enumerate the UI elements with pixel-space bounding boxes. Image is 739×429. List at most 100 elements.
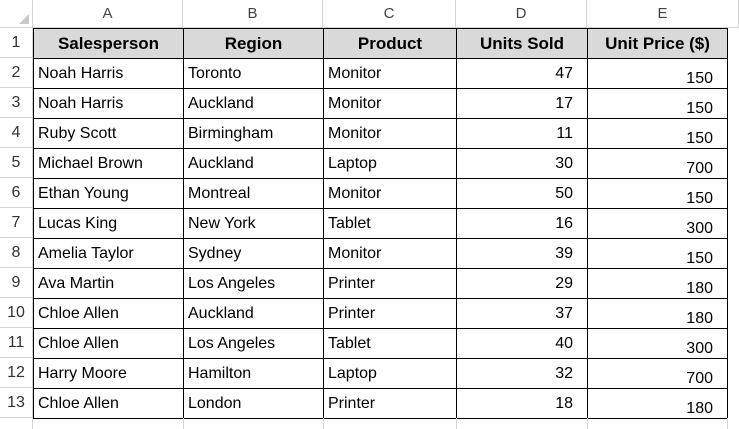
region-cell[interactable]: Hamilton [183, 358, 324, 389]
region-cell[interactable]: Sydney [183, 238, 324, 269]
region-cell[interactable]: Toronto [183, 58, 324, 89]
salesperson-cell[interactable]: Chloe Allen [33, 298, 184, 329]
units-sold-cell[interactable]: 30 [456, 148, 588, 179]
product-cell[interactable]: Printer [323, 388, 457, 419]
table-row: Chloe Allen Auckland Printer 37 180 [33, 298, 728, 329]
product-cell[interactable]: Tablet [323, 328, 457, 359]
units-sold-cell[interactable]: 32 [456, 358, 588, 389]
product-cell[interactable]: Printer [323, 298, 457, 329]
product-cell[interactable]: Monitor [323, 88, 457, 119]
region-cell[interactable]: Auckland [183, 88, 324, 119]
row-header[interactable]: 8 [0, 238, 33, 268]
select-all-button[interactable] [0, 0, 33, 28]
row-header[interactable]: 1 [0, 28, 33, 58]
units-sold-cell[interactable]: 17 [456, 88, 588, 119]
table-row: Amelia Taylor Sydney Monitor 39 150 [33, 238, 728, 269]
units-sold-cell[interactable]: 18 [456, 388, 588, 419]
row-header[interactable]: 13 [0, 388, 33, 418]
column-header-c[interactable]: C [323, 0, 456, 28]
region-cell[interactable]: Los Angeles [183, 328, 324, 359]
row-header[interactable]: 9 [0, 268, 33, 298]
region-cell[interactable]: New York [183, 208, 324, 239]
units-sold-cell[interactable]: 37 [456, 298, 588, 329]
units-sold-cell[interactable]: 16 [456, 208, 588, 239]
product-cell[interactable]: Monitor [323, 58, 457, 89]
unit-price-cell[interactable]: 150 [587, 178, 728, 209]
header-cell-units-sold[interactable]: Units Sold [456, 28, 588, 59]
table-row: Ava Martin Los Angeles Printer 29 180 [33, 268, 728, 299]
product-cell[interactable]: Printer [323, 268, 457, 299]
row-header[interactable]: 3 [0, 88, 33, 118]
unit-price-cell[interactable]: 150 [587, 88, 728, 119]
product-cell[interactable]: Monitor [323, 118, 457, 149]
table-row: Ruby Scott Birmingham Monitor 11 150 [33, 118, 728, 149]
units-sold-cell[interactable]: 40 [456, 328, 588, 359]
region-cell[interactable]: Birmingham [183, 118, 324, 149]
units-sold-cell[interactable]: 11 [456, 118, 588, 149]
column-header-a[interactable]: A [33, 0, 183, 28]
column-header-e[interactable]: E [587, 0, 739, 28]
product-cell[interactable]: Laptop [323, 148, 457, 179]
salesperson-cell[interactable]: Harry Moore [33, 358, 184, 389]
unit-price-cell[interactable]: 180 [587, 268, 728, 299]
gridline [727, 418, 728, 429]
units-sold-cell[interactable]: 29 [456, 268, 588, 299]
region-cell[interactable]: Auckland [183, 148, 324, 179]
row-header[interactable]: 7 [0, 208, 33, 238]
region-cell[interactable]: Montreal [183, 178, 324, 209]
product-cell[interactable]: Monitor [323, 178, 457, 209]
salesperson-cell[interactable]: Ava Martin [33, 268, 184, 299]
column-header-b[interactable]: B [183, 0, 323, 28]
unit-price-cell[interactable]: 700 [587, 358, 728, 389]
region-cell[interactable]: London [183, 388, 324, 419]
salesperson-cell[interactable]: Ruby Scott [33, 118, 184, 149]
row-header[interactable]: 11 [0, 328, 33, 358]
table-row: Noah Harris Auckland Monitor 17 150 [33, 88, 728, 119]
product-cell[interactable]: Laptop [323, 358, 457, 389]
empty-row-partial [0, 418, 739, 429]
row-header[interactable]: 5 [0, 148, 33, 178]
units-sold-cell[interactable]: 50 [456, 178, 588, 209]
unit-price-cell[interactable]: 180 [587, 388, 728, 419]
row-header-empty[interactable] [0, 418, 33, 429]
salesperson-cell[interactable]: Noah Harris [33, 88, 184, 119]
region-cell[interactable]: Auckland [183, 298, 324, 329]
salesperson-cell[interactable]: Amelia Taylor [33, 238, 184, 269]
header-cell-unit-price[interactable]: Unit Price ($) [587, 28, 728, 59]
unit-price-cell[interactable]: 180 [587, 298, 728, 329]
product-cell[interactable]: Monitor [323, 238, 457, 269]
table-row: Noah Harris Toronto Monitor 47 150 [33, 58, 728, 89]
row-header[interactable]: 10 [0, 298, 33, 328]
units-sold-cell[interactable]: 47 [456, 58, 588, 89]
salesperson-cell[interactable]: Lucas King [33, 208, 184, 239]
column-header-bar: A B C D E [0, 0, 739, 28]
row-header[interactable]: 12 [0, 358, 33, 388]
header-cell-region[interactable]: Region [183, 28, 324, 59]
salesperson-cell[interactable]: Michael Brown [33, 148, 184, 179]
unit-price-cell[interactable]: 700 [587, 148, 728, 179]
unit-price-cell[interactable]: 150 [587, 58, 728, 89]
header-cell-salesperson[interactable]: Salesperson [33, 28, 184, 59]
unit-price-cell[interactable]: 150 [587, 118, 728, 149]
unit-price-cell[interactable]: 150 [587, 238, 728, 269]
product-cell[interactable]: Tablet [323, 208, 457, 239]
unit-price-cell[interactable]: 300 [587, 328, 728, 359]
row-header[interactable]: 4 [0, 118, 33, 148]
units-sold-cell[interactable]: 39 [456, 238, 588, 269]
salesperson-cell[interactable]: Noah Harris [33, 58, 184, 89]
unit-price-cell[interactable]: 300 [587, 208, 728, 239]
column-header-d[interactable]: D [456, 0, 587, 28]
gridline [323, 418, 324, 429]
table-row: Michael Brown Auckland Laptop 30 700 [33, 148, 728, 179]
row-header[interactable]: 6 [0, 178, 33, 208]
header-cell-product[interactable]: Product [323, 28, 457, 59]
salesperson-cell[interactable]: Chloe Allen [33, 388, 184, 419]
table-row: Chloe Allen Los Angeles Tablet 40 300 [33, 328, 728, 359]
table-row: Ethan Young Montreal Monitor 50 150 [33, 178, 728, 209]
salesperson-cell[interactable]: Ethan Young [33, 178, 184, 209]
region-cell[interactable]: Los Angeles [183, 268, 324, 299]
salesperson-cell[interactable]: Chloe Allen [33, 328, 184, 359]
gridline [456, 418, 457, 429]
row-header[interactable]: 2 [0, 58, 33, 88]
